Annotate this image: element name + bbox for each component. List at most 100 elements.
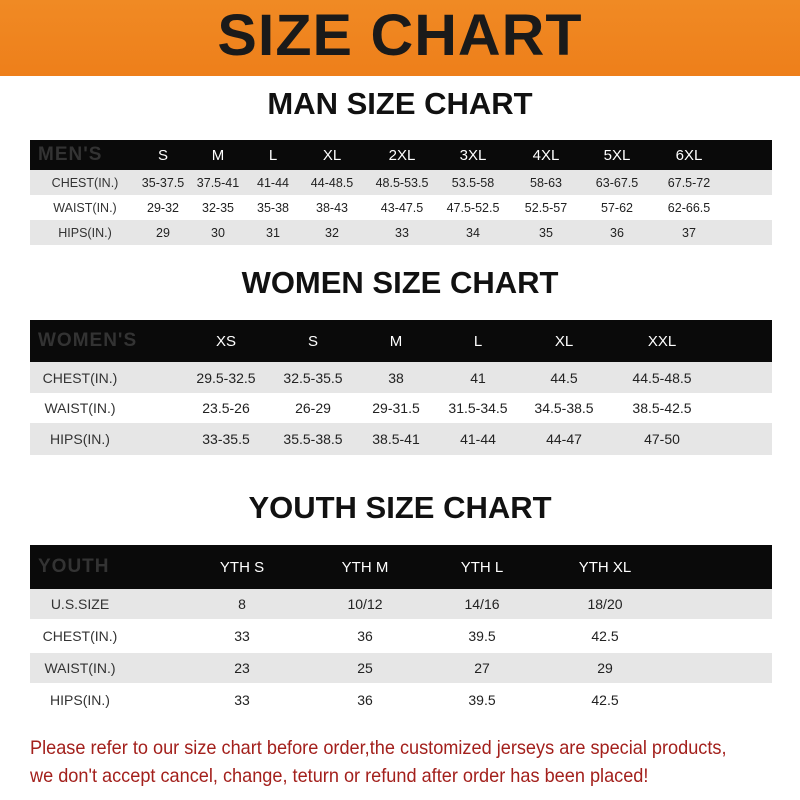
table-row: WAIST(IN.) 23 25 27 29: [30, 653, 772, 683]
table-cell: 29: [597, 660, 613, 676]
size-column-header: XS: [215, 332, 237, 350]
table-cell: 18/20: [587, 596, 623, 612]
size-column-header: 5XL: [603, 146, 631, 164]
table-row: CHEST(IN.) 33 36 39.5 42.5: [30, 619, 772, 653]
table-cell: 35.5-38.5: [283, 431, 343, 447]
size-column-header: XL: [554, 332, 574, 350]
table-cell: 35: [539, 225, 553, 240]
disclaimer-line-1: Please refer to our size chart before or…: [30, 737, 727, 759]
table-cell: 26-29: [295, 400, 331, 416]
table-cell: 32.5-35.5: [283, 369, 343, 386]
table-cell: 44.5-48.5: [632, 369, 692, 386]
size-column-header: 3XL: [459, 146, 487, 164]
table-cell: 35-37.5: [141, 175, 185, 190]
table-cell: 44-48.5: [310, 175, 354, 190]
measurement-label: WAIST(IN.): [44, 660, 116, 676]
size-column-header: S: [307, 332, 319, 350]
women-section-title: WOMEN SIZE CHART: [241, 265, 559, 300]
disclaimer-line-2: we don't accept cancel, change, teturn o…: [30, 765, 649, 787]
size-column-header: S: [157, 146, 169, 164]
table-cell: 29: [156, 225, 170, 240]
table-row: CHEST(IN.) 29.5-32.5 32.5-35.5 38 41 44.5 44.5…: [30, 362, 772, 393]
size-column-header: L: [473, 332, 483, 350]
size-column-header: YTH XL: [578, 558, 632, 576]
table-cell: 42.5: [591, 691, 619, 708]
table-row: WAIST(IN.) 23.5-26 26-29 29-31.5 31.5-34.5 34…: [30, 393, 772, 423]
table-cell: 47.5-52.5: [446, 200, 500, 215]
table-cell: 38-43: [316, 200, 348, 215]
size-column-header: L: [268, 146, 278, 164]
table-cell: 14/16: [464, 596, 500, 612]
table-cell: 41-44: [460, 431, 496, 447]
table-cell: 62-66.5: [667, 200, 711, 215]
table-cell: 48.5-53.5: [375, 175, 429, 190]
table-cell: 57-62: [601, 200, 633, 215]
size-column-header: XXL: [647, 332, 677, 350]
table-cell: 33: [234, 691, 250, 708]
table-cell: 37.5-41: [196, 175, 240, 190]
table-cell: 35-38: [257, 200, 289, 215]
table-cell: 52.5-57: [524, 200, 568, 215]
table-group-label: YOUTH: [38, 556, 110, 577]
table-cell: 41-44: [257, 175, 289, 190]
table-cell: 30: [211, 225, 225, 240]
table-row: HIPS(IN.) 33 36 39.5 42.5: [30, 683, 772, 716]
table-cell: 44.5: [550, 369, 578, 386]
table-cell: 67.5-72: [667, 175, 711, 190]
table-cell: 47-50: [644, 431, 680, 447]
header-banner: SIZE CHART: [0, 0, 800, 76]
table-cell: 23.5-26: [202, 400, 250, 416]
table-cell: 25: [357, 660, 373, 676]
measurement-label: CHEST(IN.): [42, 369, 118, 386]
page-title: SIZE CHART: [217, 3, 583, 68]
size-column-header: 2XL: [388, 146, 416, 164]
measurement-label: HIPS(IN.): [50, 431, 110, 447]
size-column-header: YTH S: [219, 558, 265, 576]
table-cell: 37: [682, 225, 696, 240]
table-cell: 33: [395, 225, 409, 240]
table-cell: 42.5: [591, 628, 619, 644]
measurement-label: HIPS(IN.): [58, 225, 112, 240]
size-column-header: M: [389, 332, 403, 350]
table-cell: 39.5: [468, 691, 496, 708]
measurement-label: WAIST(IN.): [44, 400, 116, 416]
measurement-label: WAIST(IN.): [53, 200, 117, 215]
table-row: U.S.SIZE 8 10/12 14/16 18/20: [30, 589, 772, 619]
table-row: HIPS(IN.) 33-35.5 35.5-38.5 38.5-41 41-44 44-…: [30, 423, 772, 455]
table-cell: 58-63: [530, 175, 562, 190]
table-cell: 34.5-38.5: [534, 400, 594, 416]
table-cell: 53.5-58: [451, 175, 495, 190]
measurement-label: CHEST(IN.): [51, 175, 119, 190]
table-header-row: MEN'S S M L XL 2XL 3XL 4XL 5XL 6XL: [30, 140, 772, 170]
size-column-header: 6XL: [675, 146, 703, 164]
table-cell: 31: [266, 225, 280, 240]
size-column-header: XL: [322, 146, 342, 164]
table-cell: 38.5-42.5: [632, 400, 692, 416]
table-row: CHEST(IN.) 35-37.5 37.5-41 41-44 44-48.5 48.5…: [30, 170, 772, 195]
table-cell: 38.5-41: [372, 431, 420, 447]
table-cell: 36: [357, 691, 373, 708]
table-cell: 43-47.5: [380, 200, 424, 215]
measurement-label: HIPS(IN.): [50, 691, 110, 708]
table-cell: 39.5: [468, 628, 496, 644]
table-cell: 32-35: [202, 200, 234, 215]
size-column-header: 4XL: [532, 146, 560, 164]
youth-section-title: YOUTH SIZE CHART: [248, 490, 552, 525]
table-cell: 34: [466, 225, 480, 240]
table-cell: 63-67.5: [595, 175, 639, 190]
table-cell: 29-32: [147, 200, 179, 215]
men-section-title: MAN SIZE CHART: [267, 86, 533, 121]
table-cell: 32: [325, 225, 339, 240]
table-group-label: MEN'S: [38, 144, 103, 165]
table-group-label: WOMEN'S: [38, 330, 138, 351]
table-cell: 8: [238, 596, 246, 612]
table-cell: 44-47: [546, 431, 582, 447]
disclaimer-note: Please refer to our size chart before or…: [30, 734, 737, 790]
table-cell: 36: [357, 628, 373, 644]
table-header-row: WOMEN'S XS S M L XL XXL: [30, 320, 772, 362]
measurement-label: CHEST(IN.): [42, 628, 118, 644]
size-column-header: M: [211, 146, 225, 164]
table-cell: 36: [610, 225, 624, 240]
table-cell: 29.5-32.5: [196, 369, 256, 386]
table-cell: 10/12: [347, 596, 383, 612]
